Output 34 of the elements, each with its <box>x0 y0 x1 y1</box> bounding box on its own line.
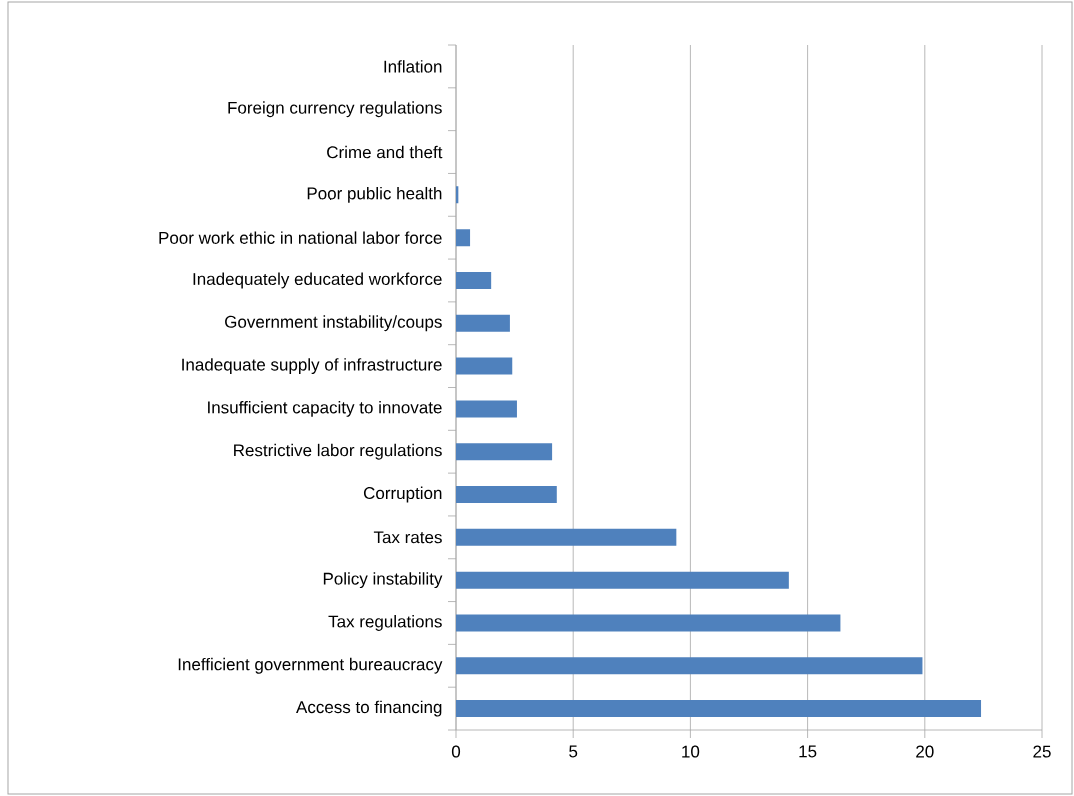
y-tick-label: Policy instability <box>323 572 443 589</box>
y-tick-label: Government instability/coups <box>225 315 442 332</box>
bar <box>456 486 557 504</box>
y-tick-label: Corruption <box>363 486 442 503</box>
y-tick-label: Poor work ethic in national labor force <box>159 231 442 244</box>
x-tick-label: 5 <box>569 745 578 758</box>
y-tick-label: Inflation <box>384 60 442 73</box>
bar <box>456 357 513 375</box>
x-tick-label: 15 <box>799 745 817 758</box>
y-tick-label: Crime and theft <box>327 145 443 159</box>
y-tick-label: Tax rates <box>373 531 442 544</box>
y-tick-label: Access to financing <box>296 700 442 717</box>
x-tick-label: 10 <box>682 745 700 758</box>
y-tick-label: Inadequate supply of infrastructure <box>182 358 442 375</box>
bar <box>456 700 982 718</box>
bar <box>456 229 471 247</box>
bar <box>456 314 510 332</box>
y-tick-label: Foreign currency regulations <box>228 101 442 118</box>
y-tick-label: Insufficient capacity to innovate <box>208 401 442 417</box>
y-tick-label: Tax regulations <box>328 615 442 631</box>
bar <box>456 657 923 675</box>
bar <box>456 528 677 546</box>
x-tick-label: 20 <box>916 745 934 758</box>
bar <box>456 614 841 632</box>
bar <box>456 400 517 418</box>
y-tick-label: Inefficient government bureaucracy <box>178 657 443 674</box>
bar <box>456 571 789 589</box>
x-tick-label: 25 <box>1033 745 1051 758</box>
bar <box>456 443 553 461</box>
y-tick-label: Poor public health <box>307 186 442 203</box>
bar <box>456 271 492 289</box>
y-tick-label: Inadequately educated workforce <box>193 272 442 289</box>
y-tick-label: Restrictive labor regulations <box>234 443 442 460</box>
x-tick-label: 0 <box>451 745 461 758</box>
